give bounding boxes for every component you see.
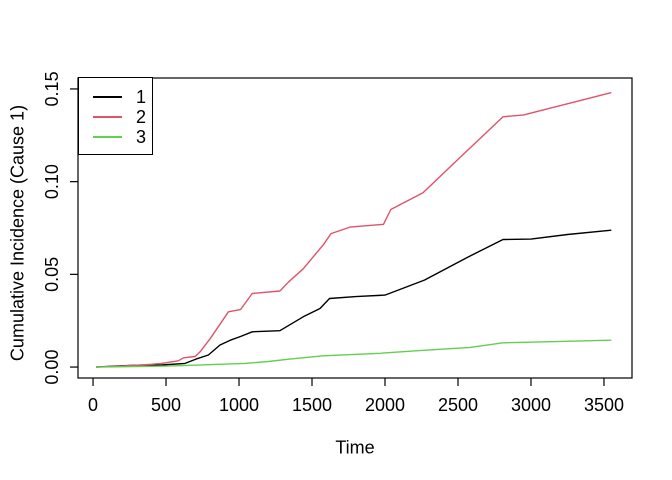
legend-line-2-icon [93,116,122,118]
svg-text:3500: 3500 [584,395,624,415]
legend-label-1: 1 [136,87,147,107]
svg-text:0: 0 [88,395,98,415]
y-axis-title: Cumulative Incidence (Cause 1) [7,104,28,362]
legend-line-1-icon [93,96,122,98]
svg-text:500: 500 [151,395,181,415]
svg-text:0.00: 0.00 [42,350,62,385]
x-axis-title: Time [335,437,375,458]
svg-text:3000: 3000 [511,395,551,415]
legend-entry-3: 3 [79,127,152,147]
svg-text:1000: 1000 [219,395,259,415]
svg-text:0.15: 0.15 [42,71,62,106]
svg-text:2000: 2000 [365,395,405,415]
svg-text:0.10: 0.10 [42,164,62,199]
legend-label-2: 2 [136,107,147,127]
svg-text:0.05: 0.05 [42,257,62,292]
legend-line-3-icon [93,136,122,138]
legend-entry-2: 2 [79,107,152,127]
legend-label-3: 3 [136,127,147,147]
svg-text:1500: 1500 [292,395,332,415]
svg-text:2500: 2500 [438,395,478,415]
legend-entry-1: 1 [79,87,152,107]
legend: 1 2 3 [78,77,153,155]
